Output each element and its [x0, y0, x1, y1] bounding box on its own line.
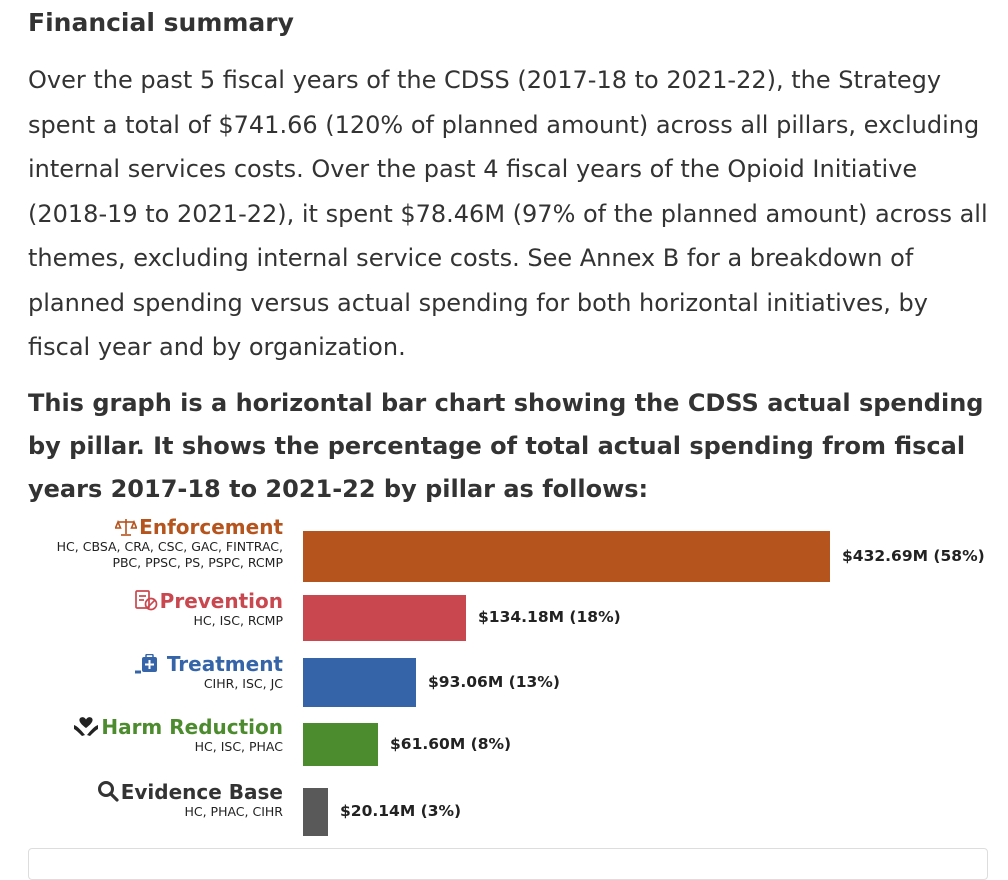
- pillar-name-text: Evidence Base: [120, 780, 283, 804]
- summary-paragraph: Over the past 5 fiscal years of the CDSS…: [28, 66, 988, 361]
- prevention-document-icon: [134, 589, 160, 613]
- bar-evidence-base: [303, 788, 328, 836]
- pillar-label-enforcement: Enforcement HC, CBSA, CRA, CSC, GAC, FINT…: [57, 515, 283, 571]
- magnifier-icon: [97, 780, 121, 804]
- bar-value-label: $432.69M (58%): [842, 546, 985, 565]
- bar-prevention: [303, 595, 466, 641]
- bar-enforcement: [303, 531, 830, 582]
- bar-value-label: $20.14M (3%): [340, 802, 462, 820]
- bottom-panel: [28, 848, 988, 880]
- scales-icon: [114, 515, 139, 539]
- pillar-name-text: Harm Reduction: [101, 715, 283, 739]
- medical-kit-icon: [134, 652, 167, 676]
- spending-bar-chart: Enforcement HC, CBSA, CRA, CSC, GAC, FINT…: [0, 515, 1008, 845]
- pillar-name: Prevention: [134, 589, 283, 613]
- pillar-name-text: Enforcement: [139, 515, 283, 539]
- pillar-orgs: HC, PHAC, CIHR: [184, 804, 283, 819]
- page: Financial summary Over the past 5 fiscal…: [0, 8, 1008, 880]
- bar-value-label: $61.60M (8%): [390, 734, 512, 753]
- hands-heart-icon: [73, 715, 101, 739]
- pillar-label-evidence-base: Evidence Base HC, PHAC, CIHR: [97, 780, 283, 820]
- pillar-name-text: Prevention: [159, 589, 283, 613]
- bar-harm-reduction: [303, 723, 378, 766]
- bar-treatment: [303, 658, 416, 707]
- section-heading: Financial summary: [28, 8, 294, 37]
- chart-caption: This graph is a horizontal bar chart sho…: [28, 389, 984, 503]
- pillar-name: Harm Reduction: [73, 715, 283, 739]
- pillar-name-text: Treatment: [166, 652, 283, 676]
- pillar-orgs: HC, ISC, PHAC: [194, 739, 283, 754]
- pillar-orgs: CIHR, ISC, JC: [203, 676, 283, 691]
- bar-value-label: $134.18M (18%): [478, 608, 621, 626]
- pillar-orgs: PBC, PPSC, PS, PSPC, RCMP: [112, 555, 283, 570]
- bar-value-label: $93.06M (13%): [428, 672, 560, 691]
- pillar-name: Enforcement: [57, 515, 283, 539]
- pillar-orgs: HC, ISC, RCMP: [193, 613, 283, 628]
- pillar-label-prevention: Prevention HC, ISC, RCMP: [134, 589, 283, 629]
- pillar-name: Treatment: [134, 652, 283, 676]
- pillar-orgs: HC, CBSA, CRA, CSC, GAC, FINTRAC,: [56, 539, 283, 554]
- pillar-label-harm-reduction: Harm Reduction HC, ISC, PHAC: [73, 715, 283, 755]
- pillar-label-treatment: Treatment CIHR, ISC, JC: [134, 652, 283, 692]
- pillar-name: Evidence Base: [97, 780, 283, 804]
